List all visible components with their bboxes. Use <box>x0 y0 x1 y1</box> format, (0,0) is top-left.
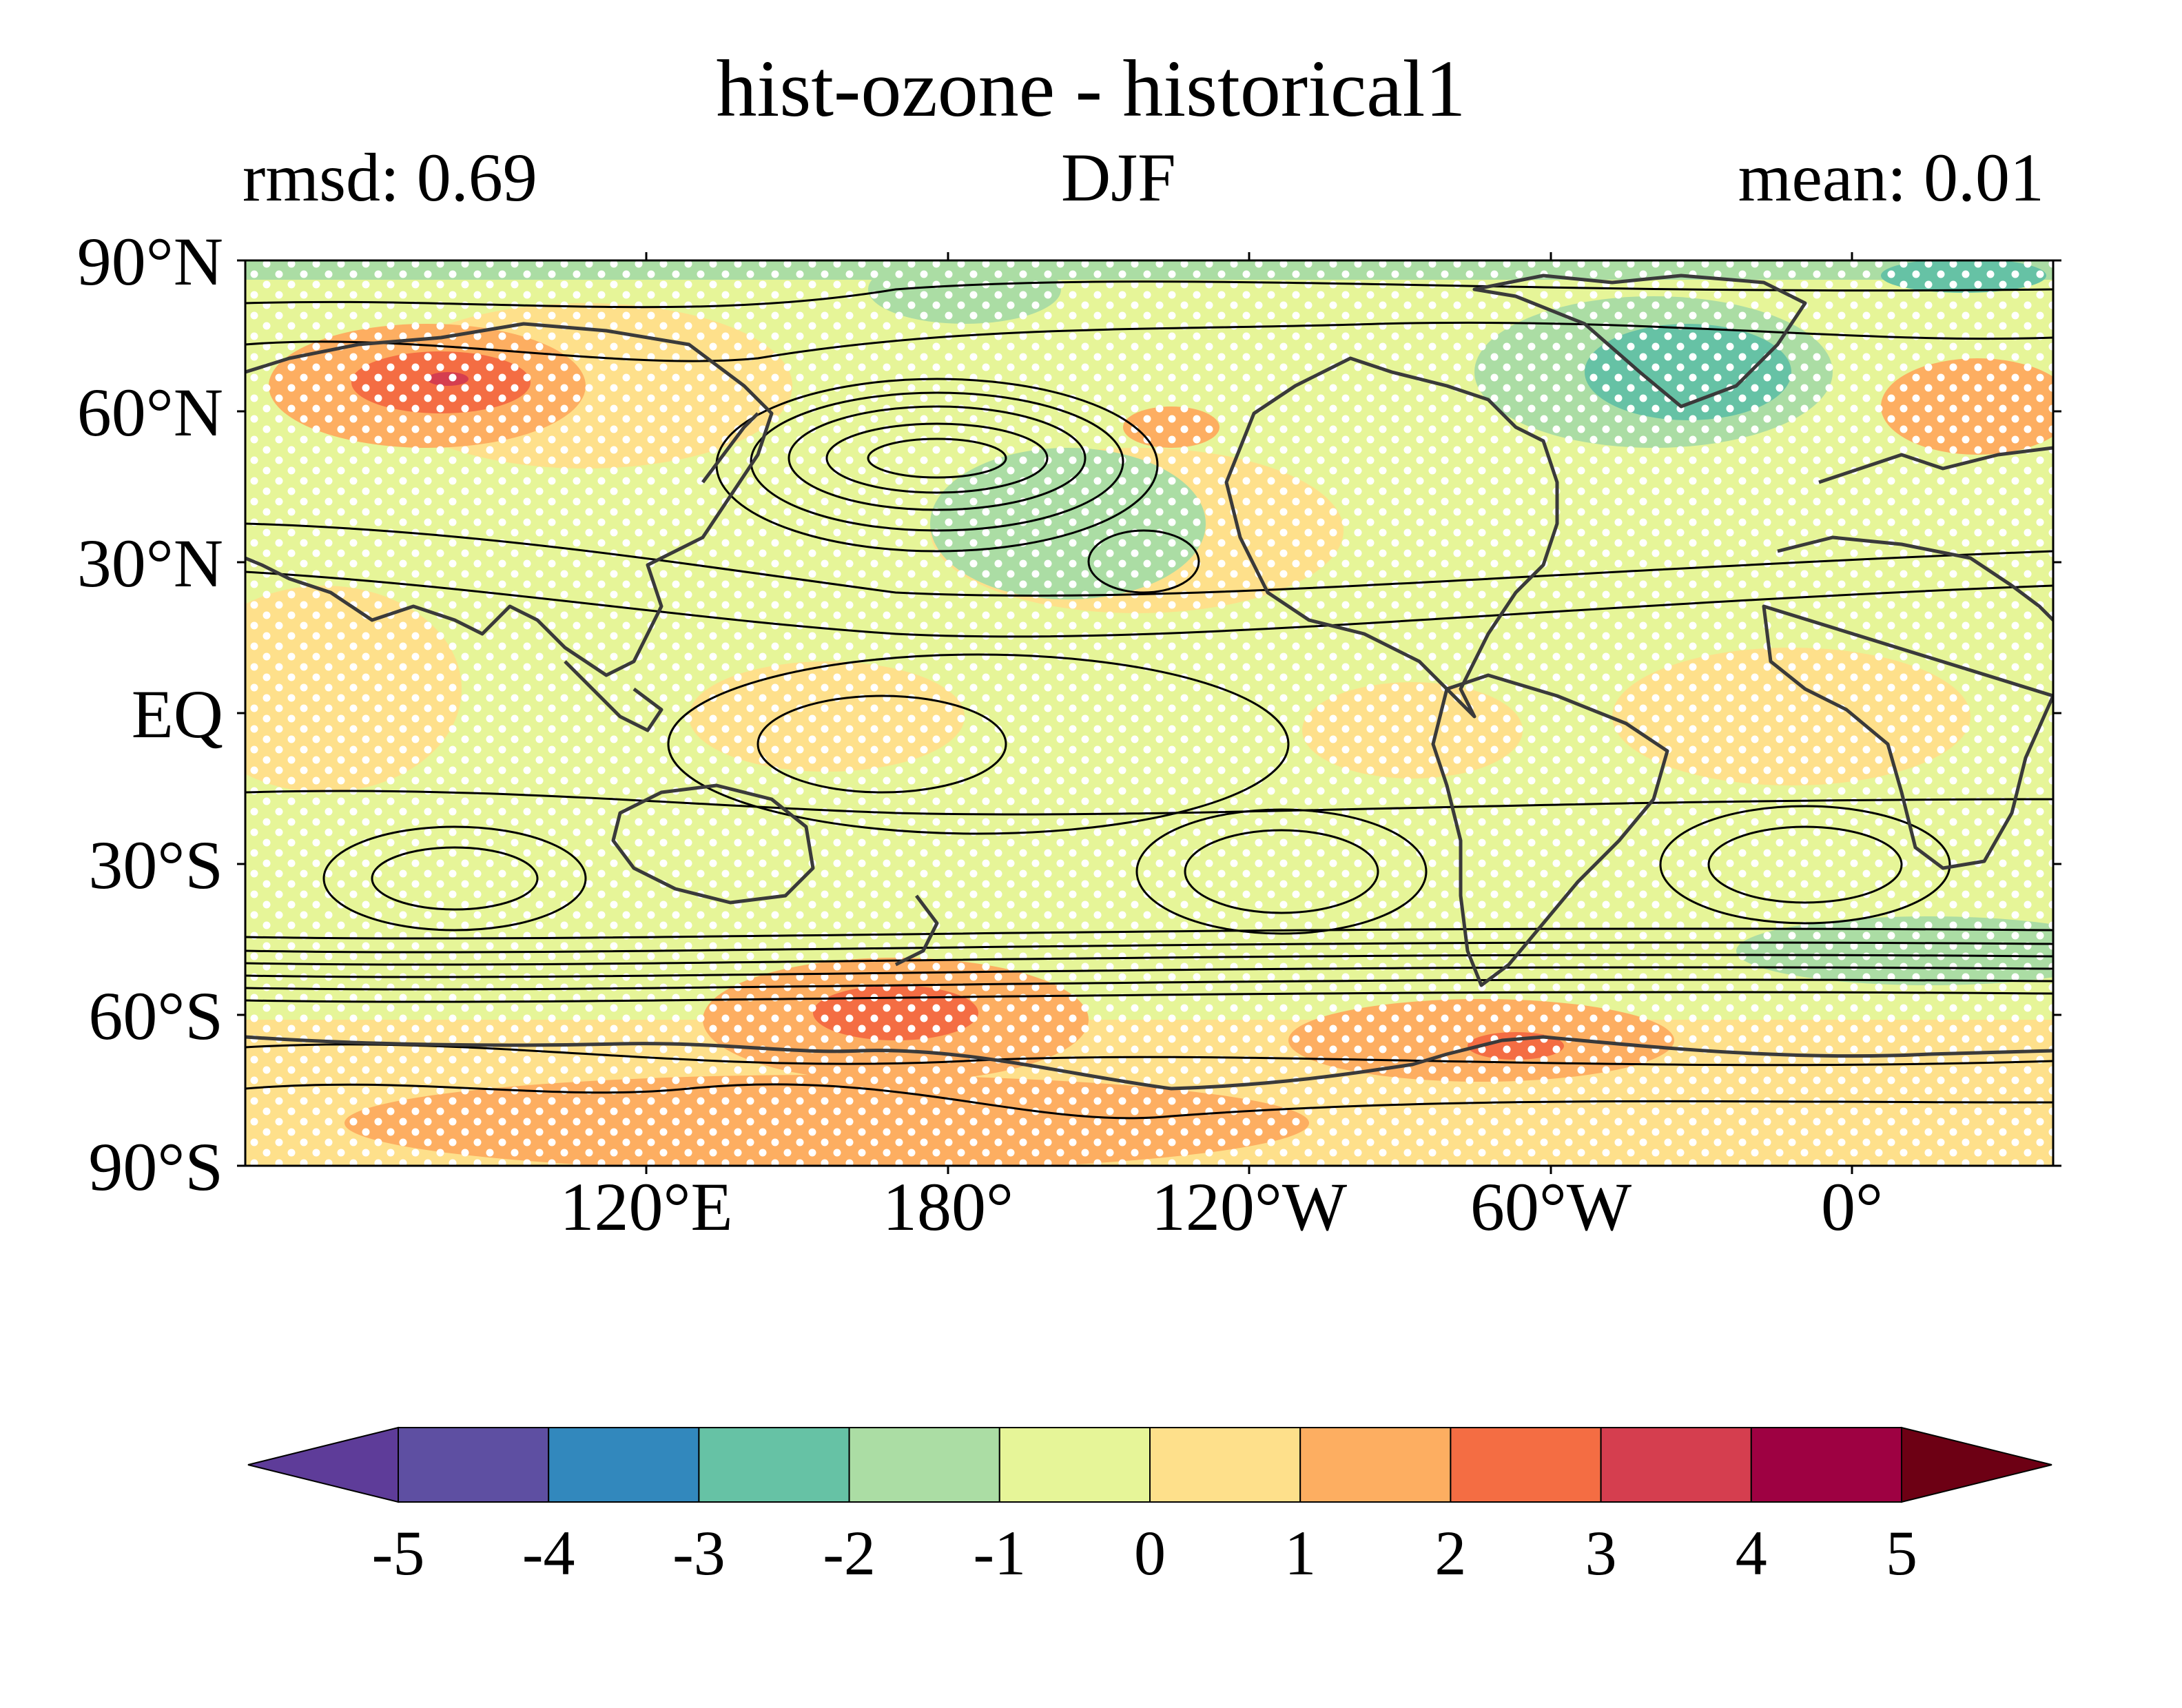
colorbar-segment <box>698 1427 850 1503</box>
lon-label: 120°E <box>559 1169 733 1245</box>
colorbar-segment <box>548 1427 700 1503</box>
colorbar-segment <box>1600 1427 1752 1503</box>
contour-line <box>245 570 2053 638</box>
contour-line <box>245 280 2053 309</box>
coastline-new-zealand <box>894 894 939 967</box>
rmsd-label: rmsd: 0.69 <box>243 139 537 216</box>
colorbar-tick-label: -5 <box>371 1518 425 1588</box>
coastline-north-america <box>1224 356 1559 719</box>
contour-line <box>757 694 1007 794</box>
colorbar-tick-label: -2 <box>823 1518 876 1588</box>
coastline-japan <box>701 412 759 484</box>
lon-label: 120°W <box>1151 1169 1348 1245</box>
lat-label: EQ <box>131 676 223 752</box>
coastline-antarctica <box>245 1035 2053 1091</box>
lon-ticks <box>645 252 1853 1174</box>
lat-ticks <box>237 259 2061 1167</box>
contour-line <box>667 653 1290 835</box>
lon-label: 60°W <box>1470 1169 1632 1245</box>
coastline-southeast-asia <box>564 660 663 732</box>
colorbar-tick-label: -4 <box>522 1518 575 1588</box>
lon-label: 180° <box>883 1169 1013 1245</box>
colorbar-tick-label: -1 <box>973 1518 1027 1588</box>
colorbar-tick-label: 2 <box>1434 1518 1467 1588</box>
colorbar-segment <box>398 1427 550 1503</box>
coastline-europe <box>1818 446 2053 484</box>
colorbar-tick-label: 1 <box>1284 1518 1317 1588</box>
colorbar-segment <box>1750 1427 1903 1503</box>
contour-line <box>867 438 1007 479</box>
colorbar-segment <box>1299 1427 1452 1503</box>
contour-line <box>245 1083 2053 1120</box>
contour-line <box>245 991 2053 1003</box>
season-label: DJF <box>1061 139 1176 216</box>
lat-label: 30°N <box>76 525 223 601</box>
colorbar-tick-label: 4 <box>1735 1518 1767 1588</box>
significance-stippling <box>245 260 2053 1166</box>
colorbar-segment <box>1149 1427 1301 1503</box>
contour-line <box>371 846 539 911</box>
colorbar-segment <box>1450 1427 1602 1503</box>
coastlines <box>245 274 2053 1091</box>
lat-label: 30°S <box>88 827 223 903</box>
coastline-eurasia <box>245 322 774 677</box>
chart-title: hist-ozone - historical1 <box>716 43 1466 134</box>
contour-lines <box>245 280 2053 1120</box>
colorbar-tick-label: 0 <box>1134 1518 1166 1588</box>
coastline-south-america <box>1431 673 1669 987</box>
coastline-australia <box>611 783 815 905</box>
contour-line <box>322 825 587 932</box>
lon-label: 0° <box>1821 1169 1883 1245</box>
colorbar-tick-label: 3 <box>1585 1518 1617 1588</box>
map-area <box>245 260 2053 1166</box>
contour-line <box>1087 529 1200 594</box>
lat-label: 90°S <box>88 1129 223 1205</box>
colorbar-extend-low <box>247 1426 399 1503</box>
contour-line <box>245 941 2053 954</box>
lat-label: 60°S <box>88 978 223 1054</box>
contour-line <box>245 522 2053 597</box>
lat-label: 90°N <box>76 223 223 300</box>
contour-line <box>825 422 1049 494</box>
contour-line <box>245 954 2053 966</box>
contour-line <box>1184 829 1379 914</box>
contour-line <box>245 321 2053 362</box>
coastline-greenland <box>1472 274 1807 409</box>
contour-line <box>1707 825 1903 904</box>
contour-line <box>245 1043 2053 1067</box>
colorbar-tick-label: -3 <box>672 1518 725 1588</box>
colorbar <box>247 1426 2052 1503</box>
contour-line <box>788 405 1087 511</box>
colorbar-extend-high <box>1901 1426 2052 1503</box>
coastline-africa <box>1762 535 2053 870</box>
mean-label: mean: 0.01 <box>1738 139 2044 216</box>
contour-line <box>245 978 2053 991</box>
colorbar-tick-label: 5 <box>1886 1518 1917 1588</box>
colorbar-segment <box>998 1427 1151 1503</box>
contour-line <box>245 966 2053 978</box>
contour-line <box>750 391 1124 532</box>
contour-line <box>245 790 2053 816</box>
contour-line <box>245 927 2053 940</box>
colorbar-segment <box>848 1427 1000 1503</box>
contour-line <box>1135 808 1428 935</box>
lat-label: 60°N <box>76 374 223 451</box>
contour-line <box>1659 805 1951 925</box>
